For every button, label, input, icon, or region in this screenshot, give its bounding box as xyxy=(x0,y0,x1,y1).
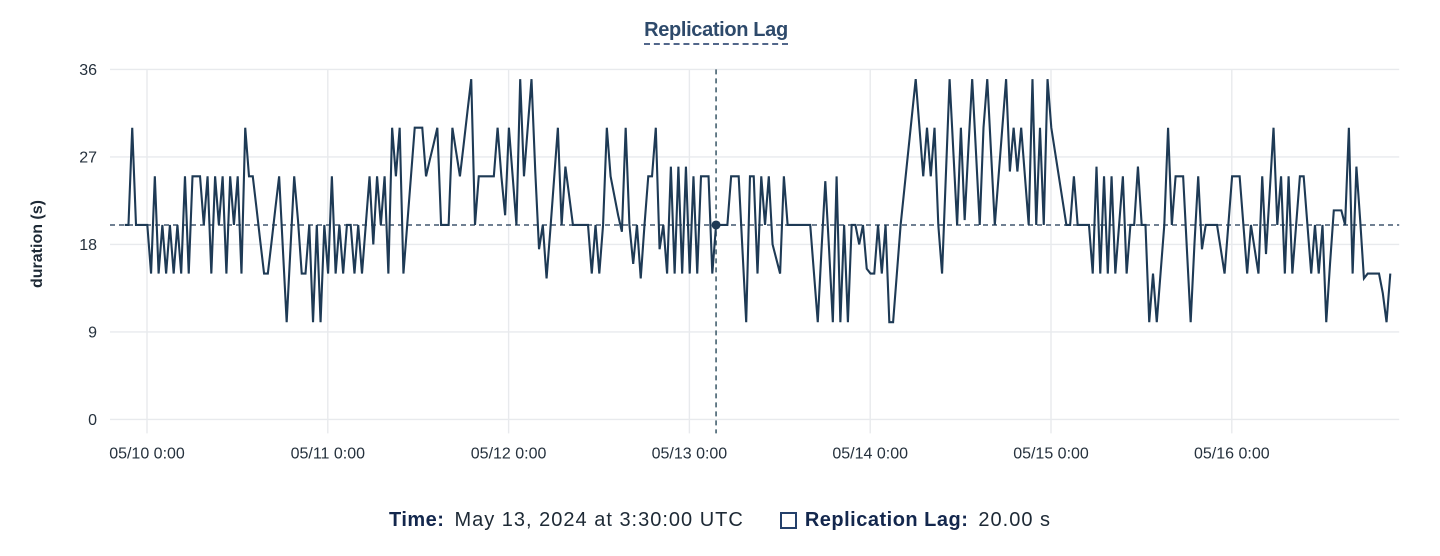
x-tick-label: 05/16 0:00 xyxy=(1194,446,1270,463)
hovered-point-dot[interactable] xyxy=(711,220,721,230)
chart-title-wrap: Replication Lag xyxy=(0,20,1436,45)
x-tick-label: 05/10 0:00 xyxy=(109,446,185,463)
x-tick-label: 05/12 0:00 xyxy=(471,446,547,463)
tooltip-legend-row: Time: May 13, 2024 at 3:30:00 UTC Replic… xyxy=(0,509,1440,532)
y-axis-label: duration (s) xyxy=(29,200,46,288)
y-tick-label: 27 xyxy=(79,149,97,166)
chart-title[interactable]: Replication Lag xyxy=(644,20,788,45)
tooltip-series-value: 20.00 s xyxy=(978,509,1052,531)
y-tick-label: 18 xyxy=(79,237,97,254)
x-tick-label: 05/15 0:00 xyxy=(1013,446,1089,463)
square-outline-icon[interactable] xyxy=(779,512,797,529)
tooltip-time-label: Time: xyxy=(388,509,445,531)
y-tick-label: 9 xyxy=(88,324,97,341)
y-tick-label: 0 xyxy=(88,412,97,429)
tooltip-time-value: May 13, 2024 at 3:30:00 UTC xyxy=(454,509,744,531)
x-tick-label: 05/11 0:00 xyxy=(291,446,366,463)
y-tick-label: 36 xyxy=(79,62,97,79)
x-tick-label: 05/13 0:00 xyxy=(652,446,728,463)
replication-lag-series-line[interactable] xyxy=(124,78,1392,324)
tooltip-series-label: Replication Lag: xyxy=(804,509,969,531)
x-tick-label: 05/14 0:00 xyxy=(832,446,908,463)
